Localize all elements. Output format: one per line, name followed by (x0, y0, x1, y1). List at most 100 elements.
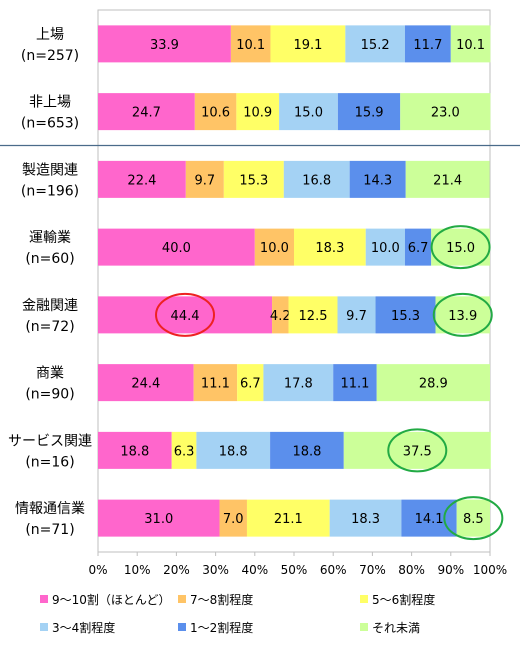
legend-label: それ未満 (372, 621, 420, 635)
data-label: 40.0 (162, 241, 191, 256)
bar-segment (405, 160, 490, 198)
bar-segment (279, 93, 338, 131)
highlight-circle (430, 225, 491, 270)
category-label: 商業 (36, 366, 64, 382)
bar-segment (431, 228, 490, 266)
data-label: 15.3 (391, 309, 420, 324)
x-tick-label: 90% (437, 563, 464, 577)
bar-segment (345, 25, 405, 63)
x-tick-label: 100% (473, 563, 507, 577)
data-label: 15.0 (294, 106, 323, 121)
data-label: 6.7 (240, 377, 261, 392)
bar-segment (450, 25, 491, 63)
bar-segment (98, 364, 194, 402)
bar-segment (376, 364, 490, 402)
category-label: 製造関連 (22, 162, 78, 178)
category-label: 金融関連 (22, 298, 78, 314)
category-n-label: (n=257) (21, 48, 79, 64)
data-label: 18.3 (351, 512, 380, 527)
data-label: 10.6 (201, 106, 230, 121)
legend-label: 7～8割程度 (190, 592, 253, 607)
category-label: サービス関連 (8, 433, 92, 449)
data-label: 22.4 (127, 173, 156, 188)
legend-swatch (360, 623, 368, 631)
legend-swatch (40, 595, 48, 603)
data-label: 10.0 (260, 241, 289, 256)
bar-segment (456, 499, 490, 537)
bar-segment (219, 499, 247, 537)
category-label: 運輸業 (29, 230, 71, 246)
category-n-label: (n=71) (25, 522, 74, 538)
data-label: 4.2 (270, 309, 291, 324)
bar-segment (400, 93, 491, 131)
data-label: 24.4 (131, 377, 160, 392)
data-label: 9.7 (346, 309, 367, 324)
x-tick-label: 40% (241, 563, 268, 577)
data-label: 10.1 (456, 38, 485, 53)
bar-segment (404, 25, 451, 63)
bar-segment (237, 364, 264, 402)
bar-segment (194, 93, 237, 131)
category-n-label: (n=653) (21, 116, 79, 132)
bar-segment (236, 93, 280, 131)
highlight-circle (443, 496, 504, 541)
x-tick-label: 20% (163, 563, 190, 577)
data-label: 15.0 (446, 241, 475, 256)
bar-segment (404, 228, 432, 266)
bar-segment (272, 296, 289, 334)
bar-segment (223, 160, 284, 198)
bar-segment (196, 431, 271, 469)
category-n-label: (n=16) (25, 454, 74, 470)
bar-segment (349, 160, 406, 198)
bar-segment (435, 296, 490, 334)
data-label: 11.7 (413, 38, 442, 53)
bar-segment (270, 25, 346, 63)
legend-label: 3～4割程度 (52, 620, 115, 635)
bar-segment (193, 364, 238, 402)
data-label: 9.7 (194, 173, 215, 188)
highlight-circle (432, 292, 493, 337)
bar-segment (337, 296, 376, 334)
data-label: 15.9 (355, 106, 384, 121)
data-label: 6.7 (408, 241, 429, 256)
data-label: 18.8 (292, 444, 321, 459)
bar-segment (98, 228, 255, 266)
bar-segment (283, 160, 350, 198)
category-label: 情報通信業 (15, 501, 85, 517)
data-label: 10.1 (236, 38, 265, 53)
bar-segment (329, 499, 402, 537)
bar-segment (288, 296, 338, 334)
bar-segment (185, 160, 224, 198)
data-label: 12.5 (299, 309, 328, 324)
category-n-label: (n=60) (25, 251, 74, 267)
highlight-circle (387, 428, 448, 473)
bar-segment (365, 228, 405, 266)
data-label: 18.8 (120, 444, 149, 459)
data-label: 11.1 (340, 377, 369, 392)
bar-segment (98, 499, 220, 537)
data-label: 10.0 (371, 241, 400, 256)
legend-swatch (178, 595, 186, 603)
data-label: 24.7 (132, 106, 161, 121)
data-label: 18.8 (219, 444, 248, 459)
data-label: 44.4 (171, 309, 200, 324)
category-n-label: (n=90) (25, 387, 74, 403)
bar-segment (98, 93, 195, 131)
data-label: 8.5 (463, 512, 484, 527)
bar-segment (270, 431, 344, 469)
x-tick-label: 70% (359, 563, 386, 577)
bar-segment (254, 228, 294, 266)
x-tick-label: 30% (202, 563, 229, 577)
data-label: 37.5 (403, 444, 432, 459)
x-tick-label: 80% (398, 563, 425, 577)
legend-label: 9～10割（ほとんど） (52, 592, 171, 607)
bar-segment (263, 364, 334, 402)
bar-segment (375, 296, 436, 334)
bar-segment (294, 228, 366, 266)
data-label: 28.9 (419, 377, 448, 392)
category-label: 上場 (36, 27, 64, 43)
data-label: 33.9 (150, 38, 179, 53)
legend-swatch (178, 623, 186, 631)
bar-segment (171, 431, 197, 469)
